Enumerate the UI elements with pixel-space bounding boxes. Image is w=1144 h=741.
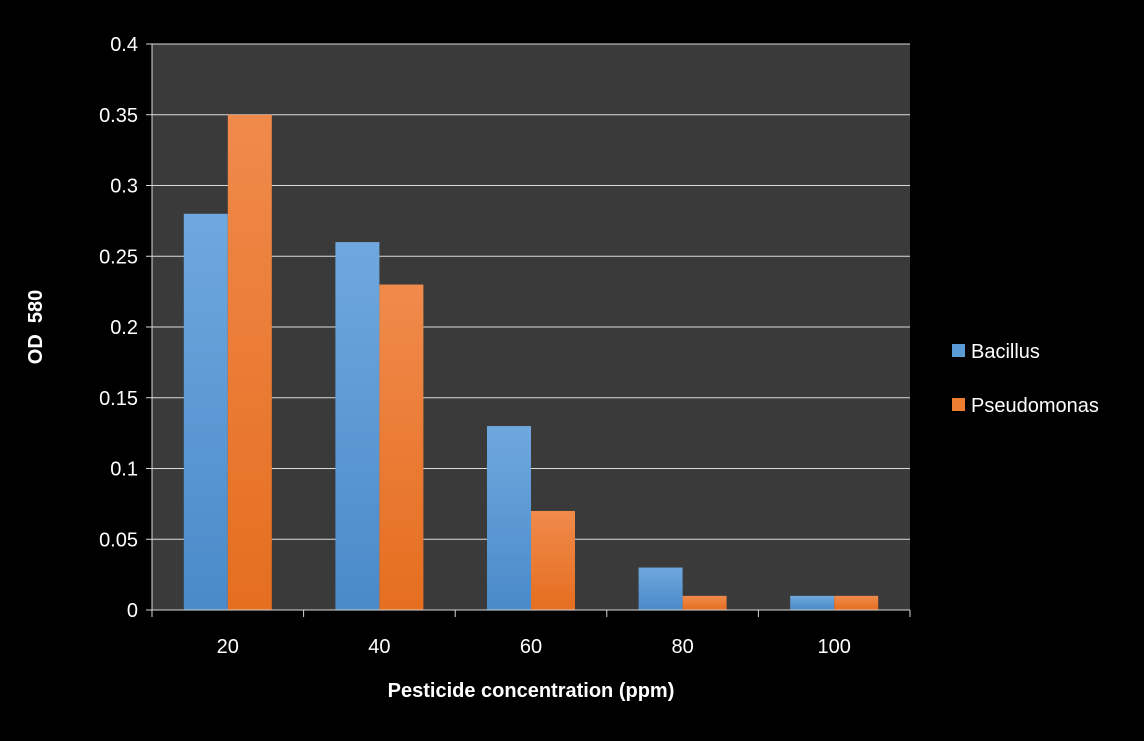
y-axis-title: OD 580 [25,290,47,364]
bar-pseudomonas-80 [682,595,727,610]
bar-bacillus-40 [335,242,380,610]
x-tick-label: 60 [520,636,542,658]
bars [183,114,879,611]
legend-swatch-bacillus [952,344,965,357]
bar-bacillus-60 [487,426,531,610]
x-tick-label: 20 [217,636,239,658]
y-tick-label: 0 [127,600,138,622]
y-tick-label: 0.35 [99,105,138,127]
bar-pseudomonas-20 [227,114,272,610]
y-tick-labels: 0 0.05 0.1 0.15 0.2 0.25 0.3 0.35 0.4 [99,34,138,622]
legend-label-pseudomonas: Pseudomonas [971,395,1099,417]
legend-item-pseudomonas: Pseudomonas [952,395,1099,417]
axes [146,43,911,617]
x-tick-label: 80 [671,636,693,658]
x-tick-labels: 20 40 60 80 100 [217,636,851,658]
x-axis-title: Pesticide concentration (ppm) [388,680,675,702]
x-tick-label: 40 [368,636,390,658]
legend-item-bacillus: Bacillus [952,341,1040,363]
y-tick-label: 0.05 [99,529,138,551]
bar-bacillus-100 [790,595,835,610]
bar-pseudomonas-40 [379,284,424,610]
x-tick-label: 100 [818,636,851,658]
y-tick-label: 0.1 [110,459,138,481]
bar-bacillus-20 [183,213,228,611]
legend-swatch-pseudomonas [952,398,965,411]
y-tick-label: 0.2 [110,317,138,339]
bar-pseudomonas-100 [834,595,879,610]
y-tick-label: 0.15 [99,388,138,410]
legend-label-bacillus: Bacillus [971,341,1040,363]
bar-pseudomonas-60 [531,510,575,610]
y-tick-label: 0.3 [110,176,138,198]
bar-bacillus-80 [638,567,683,610]
y-tick-label: 0.4 [110,34,138,56]
legend: Bacillus Pseudomonas [952,341,1099,417]
y-tick-label: 0.25 [99,246,138,268]
